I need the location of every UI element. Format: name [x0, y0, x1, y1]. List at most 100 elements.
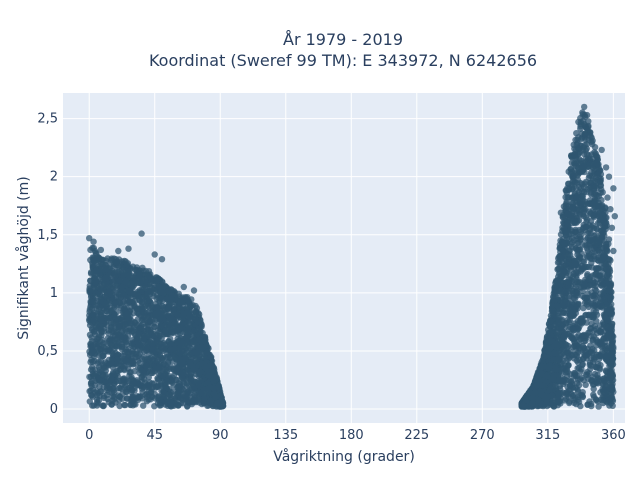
- data-point: [118, 317, 125, 324]
- data-point: [592, 308, 600, 316]
- data-point: [594, 219, 602, 227]
- data-point: [186, 361, 194, 369]
- data-point: [557, 297, 564, 304]
- data-point: [576, 336, 583, 343]
- data-point: [165, 304, 172, 311]
- data-point: [205, 372, 213, 379]
- data-point: [594, 202, 601, 209]
- data-point: [586, 241, 593, 248]
- data-point: [588, 264, 596, 271]
- data-point: [590, 385, 597, 393]
- data-point: [142, 362, 150, 369]
- data-point: [579, 287, 586, 295]
- data-point: [88, 392, 95, 399]
- data-point: [179, 313, 187, 320]
- data-point: [147, 288, 155, 295]
- data-point: [591, 232, 598, 240]
- data-point: [567, 333, 574, 340]
- data-point: [195, 325, 203, 332]
- data-point: [168, 341, 175, 348]
- data-point: [167, 346, 175, 353]
- data-point: [570, 391, 577, 398]
- data-point: [97, 310, 105, 317]
- data-point: [598, 282, 605, 289]
- data-point: [575, 325, 582, 332]
- data-point: [137, 367, 144, 374]
- data-point: [119, 375, 127, 383]
- data-point: [179, 360, 186, 367]
- data-point: [181, 354, 189, 362]
- data-point: [103, 266, 110, 273]
- data-point: [174, 311, 181, 318]
- data-point: [206, 362, 213, 369]
- data-point: [173, 365, 180, 372]
- data-point: [144, 326, 151, 333]
- data-point: [587, 226, 594, 233]
- data-point: [105, 283, 112, 290]
- data-point: [592, 271, 599, 278]
- data-point: [110, 370, 117, 378]
- data-point: [206, 399, 214, 406]
- data-point: [153, 277, 160, 284]
- data-point: [185, 297, 192, 305]
- data-point: [108, 375, 115, 383]
- data-point: [564, 388, 571, 396]
- data-point: [142, 384, 150, 391]
- data-point: [575, 349, 582, 356]
- data-point: [130, 349, 137, 357]
- data-point: [93, 266, 101, 274]
- data-point: [155, 370, 162, 377]
- data-point: [135, 330, 143, 337]
- data-point: [192, 389, 200, 396]
- data-point: [604, 316, 611, 324]
- data-point: [99, 402, 106, 409]
- data-point: [114, 341, 121, 348]
- data-point: [203, 348, 211, 356]
- data-point: [591, 178, 599, 185]
- data-point: [581, 131, 588, 138]
- data-point: [89, 402, 96, 409]
- data-point: [140, 338, 147, 345]
- data-point: [575, 217, 583, 224]
- data-point: [586, 359, 594, 366]
- data-point: [591, 149, 598, 156]
- data-point: [153, 331, 160, 338]
- data-point: [182, 334, 189, 342]
- data-point: [153, 365, 160, 372]
- data-point: [599, 348, 606, 355]
- data-point: [189, 399, 196, 406]
- data-point: [176, 381, 184, 388]
- data-point: [108, 291, 115, 298]
- data-point: [146, 317, 154, 324]
- data-point: [179, 320, 186, 327]
- data-point: [115, 385, 122, 392]
- data-point: [142, 283, 149, 290]
- data-point: [129, 340, 136, 347]
- data-point: [123, 278, 130, 285]
- data-point: [594, 239, 601, 246]
- data-point: [185, 326, 192, 333]
- data-point: [582, 381, 589, 388]
- data-point: [211, 374, 218, 381]
- data-point: [195, 336, 203, 343]
- data-point: [547, 312, 555, 319]
- data-point: [587, 189, 595, 196]
- data-point: [201, 338, 208, 345]
- data-point: [98, 266, 105, 273]
- data-point: [113, 259, 120, 266]
- data-point: [552, 382, 559, 389]
- data-point: [93, 335, 101, 342]
- data-point: [89, 386, 97, 393]
- data-point: [608, 310, 616, 317]
- data-point: [591, 144, 599, 151]
- data-point: [86, 306, 94, 313]
- data-point: [168, 329, 176, 336]
- data-point: [108, 401, 115, 408]
- data-point: [88, 338, 96, 345]
- data-point: [553, 367, 561, 374]
- data-point: [116, 277, 123, 284]
- data-point: [197, 368, 204, 375]
- data-point: [579, 342, 587, 350]
- data-point: [123, 261, 131, 268]
- data-point: [93, 396, 101, 403]
